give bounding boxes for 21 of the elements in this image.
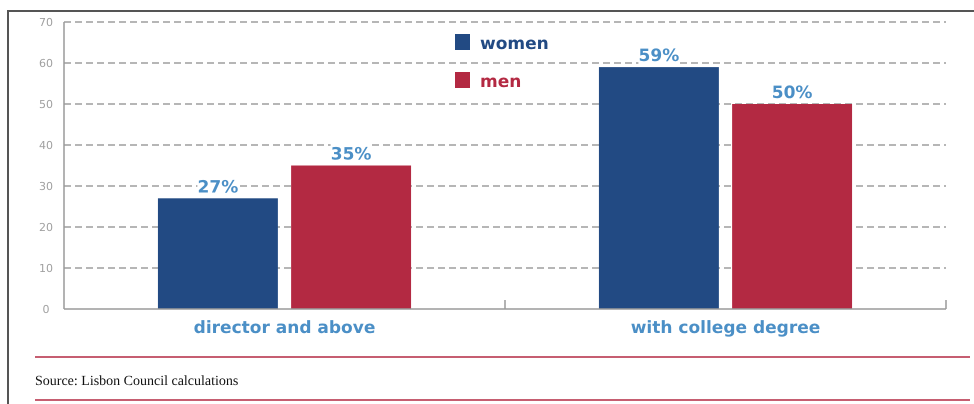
- data-label: 27%: [198, 177, 238, 198]
- x-tick-label: director and above: [194, 318, 376, 338]
- y-tick-label: 60: [39, 56, 53, 70]
- y-tick-label: 10: [39, 262, 53, 275]
- y-tick-label: 70: [39, 16, 53, 29]
- data-label: 35%: [330, 144, 372, 164]
- y-tick-label: 50: [39, 98, 53, 111]
- y-tick-label: 30: [39, 180, 53, 193]
- source-note: Source: Lisbon Council calculations: [35, 374, 238, 389]
- legend-label: women: [480, 34, 549, 54]
- bar: [291, 166, 412, 309]
- data-label: 50%: [772, 83, 812, 103]
- bar: [598, 67, 719, 309]
- data-label: 59%: [638, 46, 680, 66]
- y-tick-label: 20: [39, 220, 53, 234]
- y-tick-label: 40: [39, 138, 53, 152]
- y-tick-label: 0: [42, 302, 50, 316]
- x-tick-label: with college degree: [630, 318, 820, 338]
- bar: [158, 198, 278, 309]
- bar: [732, 104, 852, 309]
- legend-label: men: [480, 72, 522, 92]
